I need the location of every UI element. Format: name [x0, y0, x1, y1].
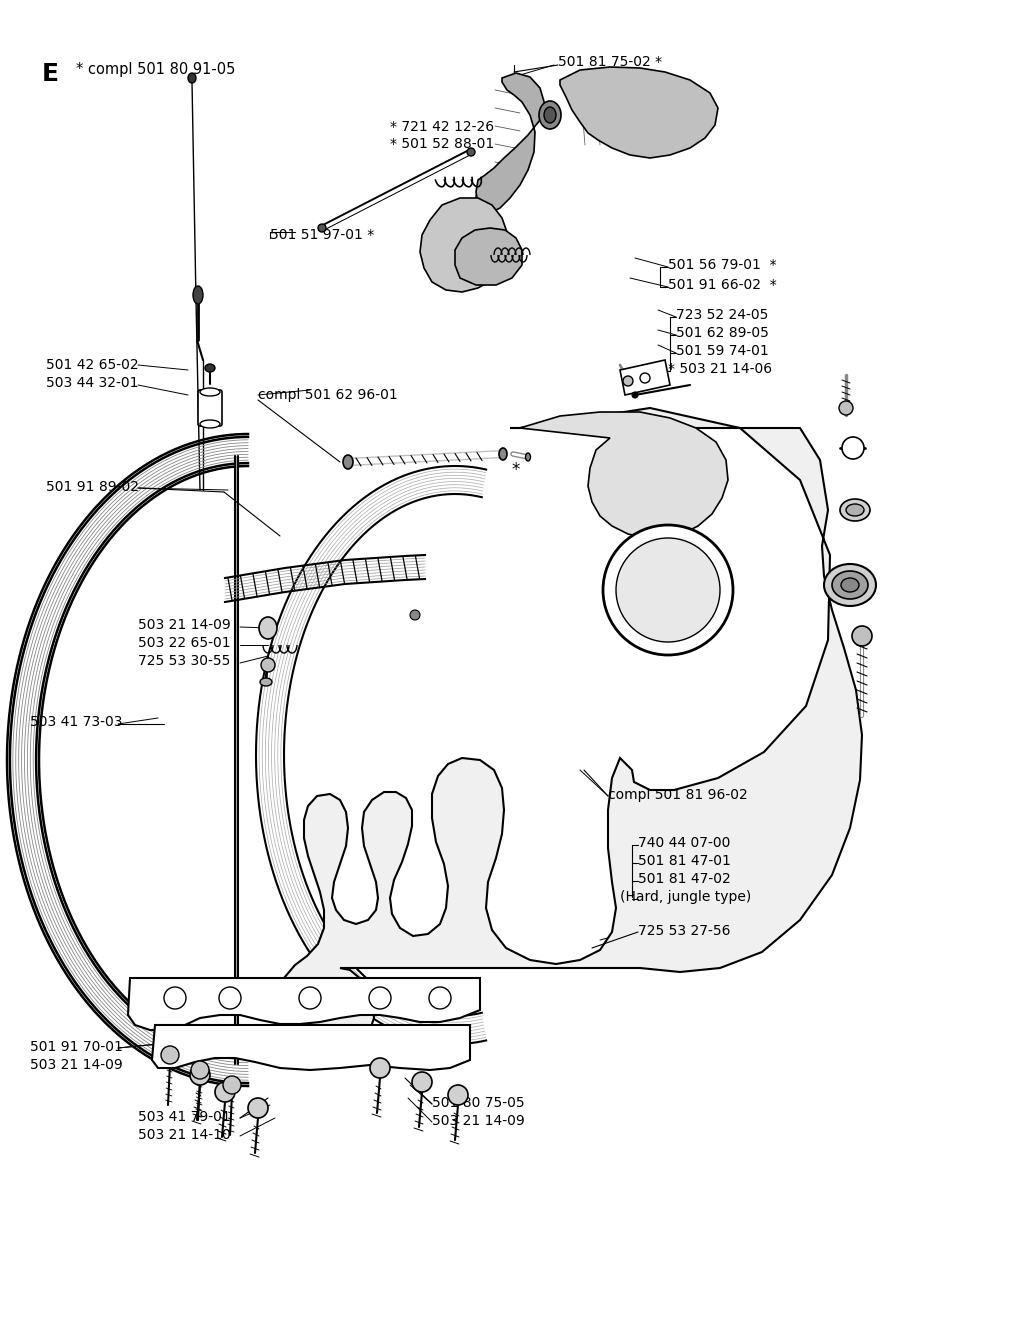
Ellipse shape [193, 286, 203, 304]
Ellipse shape [840, 499, 870, 521]
Polygon shape [455, 228, 522, 284]
Text: compl 501 62 96-01: compl 501 62 96-01 [258, 388, 397, 402]
Text: 503 21 14-09: 503 21 14-09 [30, 1058, 123, 1072]
Polygon shape [128, 978, 480, 1031]
Text: 723 52 24-05: 723 52 24-05 [676, 308, 768, 321]
Text: 503 21 14-09: 503 21 14-09 [432, 1114, 524, 1129]
Circle shape [164, 987, 186, 1009]
Circle shape [410, 610, 420, 620]
Text: 501 56 79-01  *: 501 56 79-01 * [668, 258, 776, 273]
Text: 503 22 65-01: 503 22 65-01 [138, 636, 230, 650]
Text: E: E [42, 62, 59, 86]
Text: * 503 21 14-06: * 503 21 14-06 [668, 363, 772, 376]
Ellipse shape [525, 452, 530, 460]
Circle shape [623, 376, 633, 386]
Circle shape [467, 148, 475, 156]
Text: 501 91 70-01: 501 91 70-01 [30, 1040, 123, 1054]
Ellipse shape [544, 107, 556, 123]
Text: * compl 501 80 91-05: * compl 501 80 91-05 [76, 62, 236, 77]
Circle shape [839, 401, 853, 415]
Ellipse shape [499, 448, 507, 460]
Polygon shape [152, 1025, 470, 1070]
Ellipse shape [205, 364, 215, 372]
Text: 503 44 32-01: 503 44 32-01 [46, 376, 138, 390]
Circle shape [603, 525, 733, 655]
Circle shape [370, 1058, 390, 1078]
Circle shape [219, 987, 241, 1009]
Text: 501 91 66-02  *: 501 91 66-02 * [668, 278, 777, 292]
Ellipse shape [846, 504, 864, 516]
Ellipse shape [259, 617, 278, 639]
Text: 503 41 79-01: 503 41 79-01 [138, 1110, 230, 1125]
Ellipse shape [188, 73, 196, 83]
Ellipse shape [343, 455, 353, 468]
Text: 501 62 89-05: 501 62 89-05 [676, 325, 769, 340]
Circle shape [412, 1072, 432, 1091]
Text: * 501 52 88-01: * 501 52 88-01 [390, 138, 495, 151]
Circle shape [640, 373, 650, 382]
Circle shape [191, 1061, 209, 1080]
Text: compl 501 81 96-02: compl 501 81 96-02 [608, 789, 748, 802]
Text: 503 21 14-10: 503 21 14-10 [138, 1129, 230, 1142]
Text: 725 53 30-55: 725 53 30-55 [138, 654, 230, 668]
Ellipse shape [841, 578, 859, 591]
Polygon shape [520, 411, 728, 538]
Circle shape [261, 658, 275, 672]
Text: 503 21 14-09: 503 21 14-09 [138, 618, 230, 632]
Text: 501 81 75-02 *: 501 81 75-02 * [558, 56, 663, 69]
Text: 501 81 47-01: 501 81 47-01 [638, 855, 731, 868]
Text: (Hard, jungle type): (Hard, jungle type) [620, 890, 752, 904]
Ellipse shape [260, 677, 272, 687]
Text: 740 44 07-00: 740 44 07-00 [638, 836, 730, 849]
Text: * 721 42 12-26: * 721 42 12-26 [390, 120, 495, 134]
Circle shape [429, 987, 451, 1009]
Text: 501 80 75-05: 501 80 75-05 [432, 1095, 524, 1110]
Ellipse shape [539, 101, 561, 130]
Ellipse shape [200, 419, 220, 429]
Ellipse shape [824, 564, 876, 606]
Text: 501 59 74-01: 501 59 74-01 [676, 344, 769, 359]
Circle shape [248, 1098, 268, 1118]
Circle shape [223, 1076, 241, 1094]
Circle shape [369, 987, 391, 1009]
Text: 501 51 97-01 *: 501 51 97-01 * [270, 228, 374, 242]
Text: 503 41 73-03: 503 41 73-03 [30, 714, 123, 729]
Text: 725 53 27-56: 725 53 27-56 [638, 923, 730, 938]
Polygon shape [420, 198, 508, 292]
Circle shape [161, 1046, 179, 1064]
Circle shape [842, 437, 864, 459]
Ellipse shape [831, 572, 868, 599]
Circle shape [215, 1082, 234, 1102]
Circle shape [318, 224, 326, 232]
Circle shape [616, 538, 720, 642]
Text: 501 91 89-02: 501 91 89-02 [46, 480, 139, 493]
Circle shape [632, 392, 638, 398]
Circle shape [190, 1065, 210, 1085]
Polygon shape [476, 73, 545, 212]
Ellipse shape [200, 388, 220, 396]
Circle shape [852, 626, 872, 646]
Text: *: * [512, 460, 520, 479]
Polygon shape [560, 67, 718, 157]
Polygon shape [620, 360, 670, 396]
FancyBboxPatch shape [198, 390, 222, 426]
Polygon shape [280, 407, 862, 1060]
Text: 501 81 47-02: 501 81 47-02 [638, 872, 731, 886]
Circle shape [299, 987, 321, 1009]
Text: 501 42 65-02: 501 42 65-02 [46, 359, 138, 372]
Circle shape [449, 1085, 468, 1105]
